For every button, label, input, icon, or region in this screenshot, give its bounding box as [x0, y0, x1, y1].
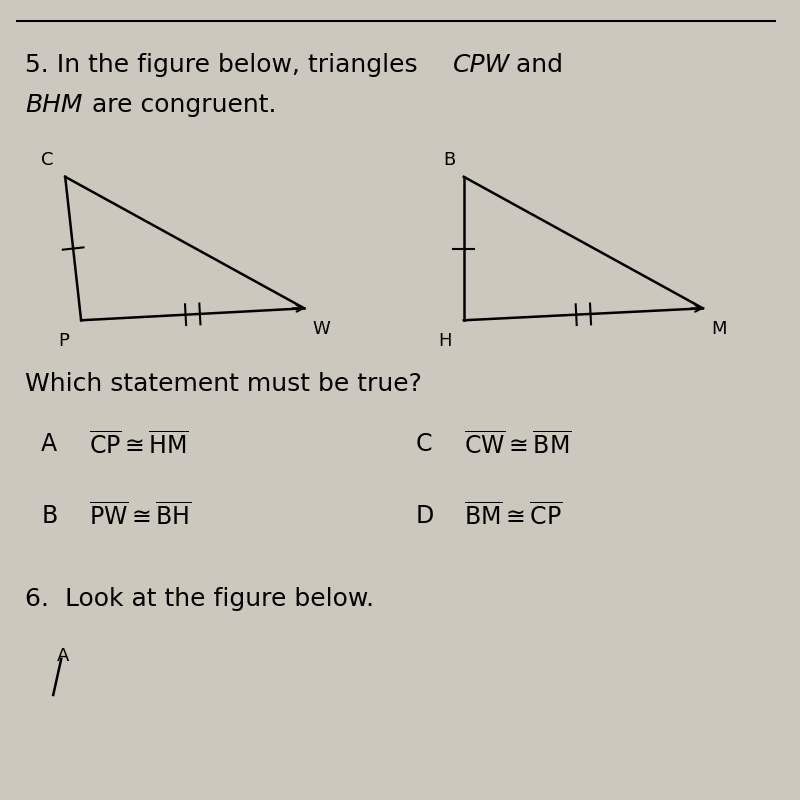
Text: CPW: CPW: [453, 54, 510, 78]
Text: $\overline{\rm PW} \cong \overline{\rm BH}$: $\overline{\rm PW} \cong \overline{\rm B…: [89, 504, 192, 530]
Text: $\overline{\rm CP} \cong \overline{\rm HM}$: $\overline{\rm CP} \cong \overline{\rm H…: [89, 432, 189, 459]
Text: P: P: [58, 332, 69, 350]
Text: H: H: [438, 332, 452, 350]
Text: D: D: [416, 504, 434, 528]
Text: B: B: [443, 151, 456, 169]
Text: $\overline{\rm CW} \cong \overline{\rm BM}$: $\overline{\rm CW} \cong \overline{\rm B…: [464, 432, 571, 459]
Text: 5. In the figure below, triangles: 5. In the figure below, triangles: [26, 54, 426, 78]
Text: are congruent.: are congruent.: [83, 93, 276, 117]
Text: W: W: [312, 320, 330, 338]
Text: Which statement must be true?: Which statement must be true?: [26, 372, 422, 396]
Text: C: C: [416, 432, 433, 456]
Text: A: A: [42, 432, 58, 456]
Text: M: M: [711, 320, 726, 338]
Text: and: and: [509, 54, 563, 78]
Text: A: A: [57, 647, 70, 665]
Text: 6.  Look at the figure below.: 6. Look at the figure below.: [26, 587, 374, 611]
Text: C: C: [41, 151, 54, 169]
Text: $\overline{\rm BM} \cong \overline{\rm CP}$: $\overline{\rm BM} \cong \overline{\rm C…: [464, 504, 562, 530]
Text: B: B: [42, 504, 58, 528]
Text: BHM: BHM: [26, 93, 83, 117]
